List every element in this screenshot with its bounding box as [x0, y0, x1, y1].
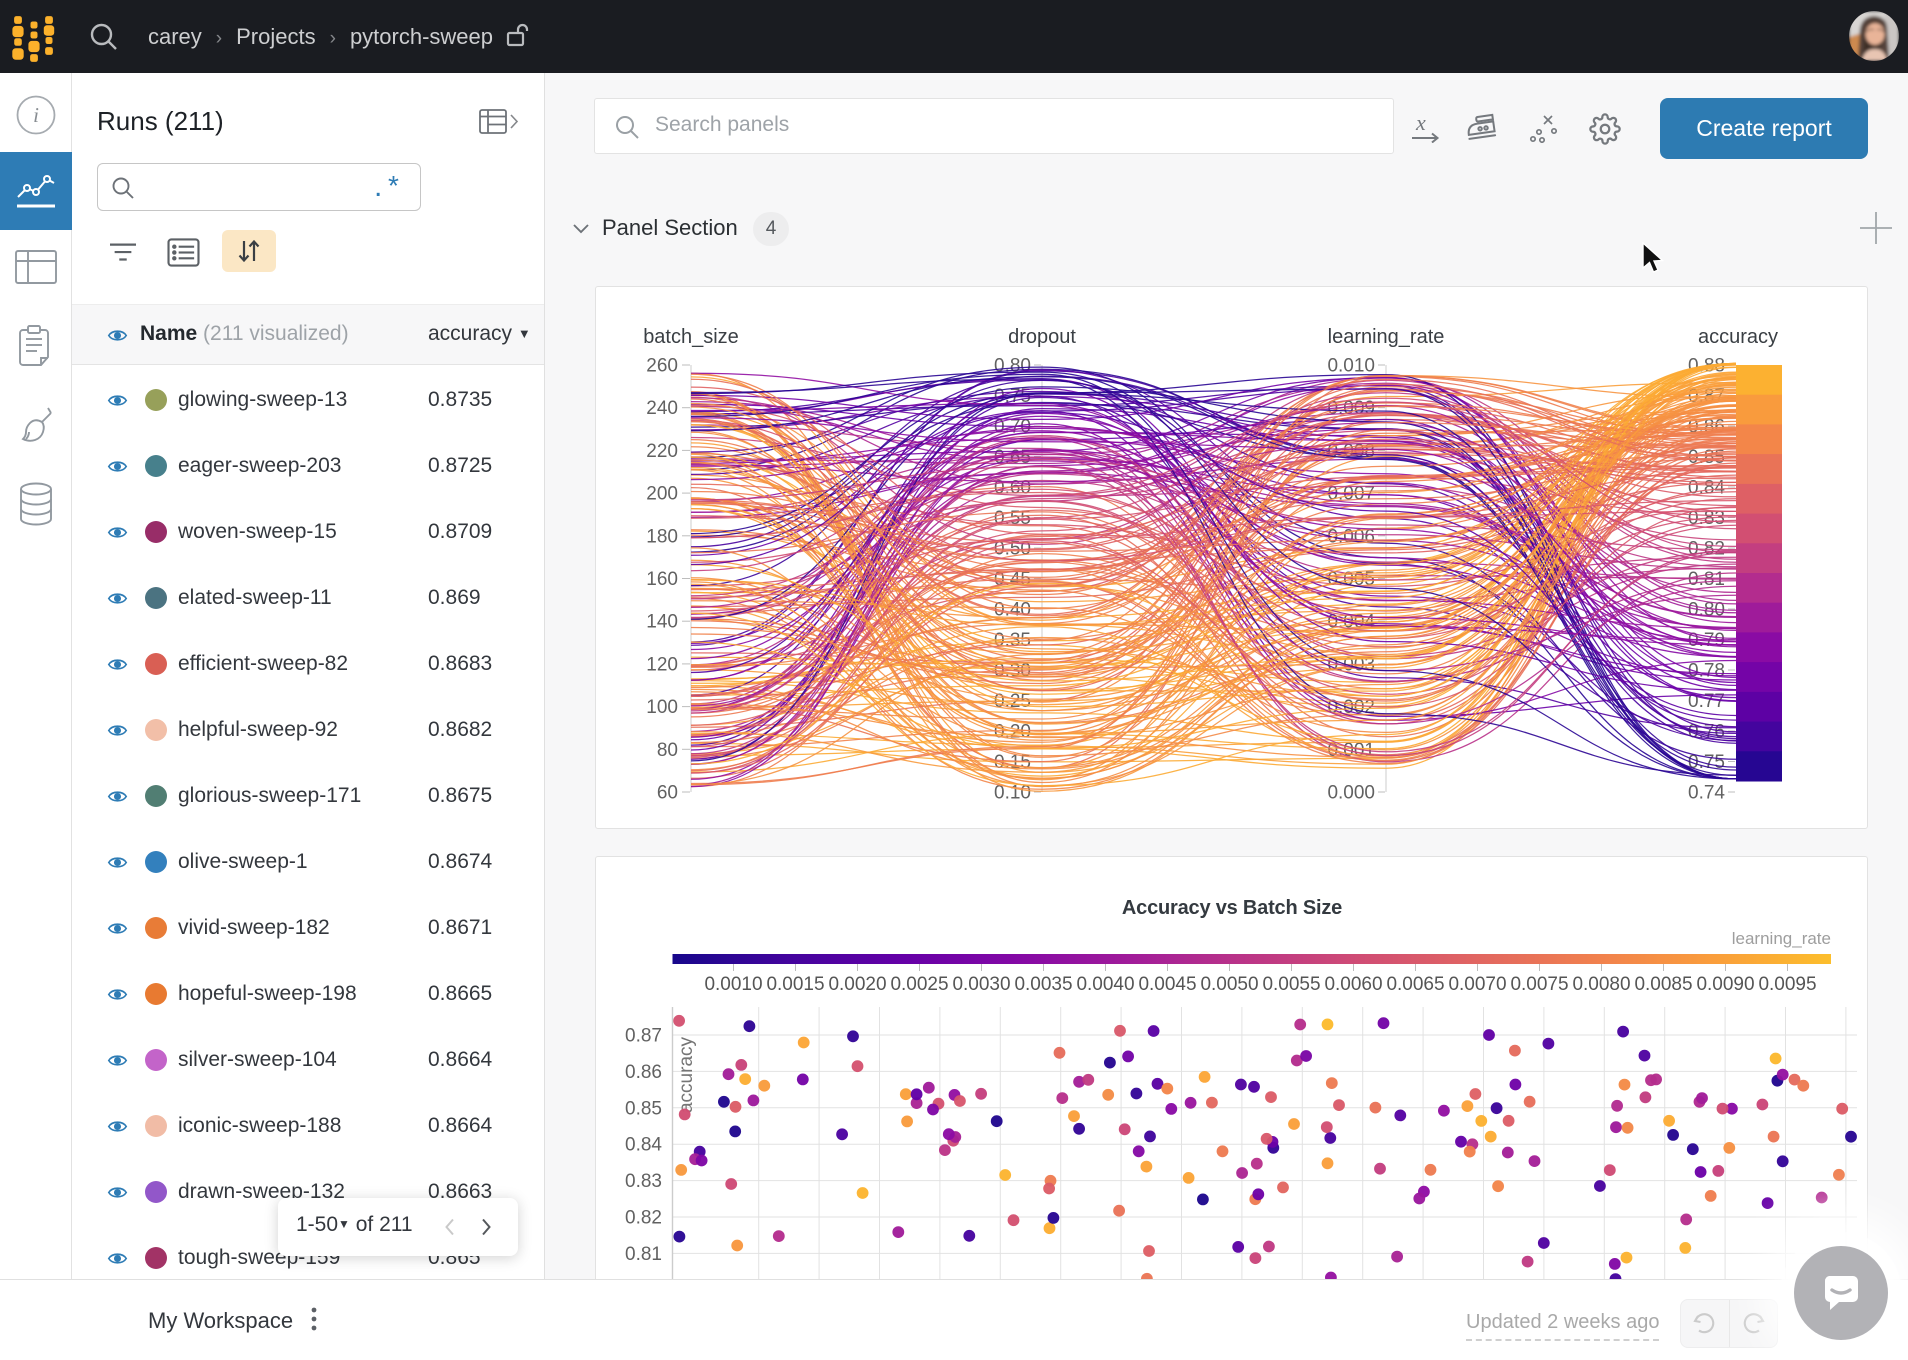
- svg-text:0.85: 0.85: [625, 1098, 662, 1119]
- svg-text:0.82: 0.82: [625, 1208, 662, 1229]
- svg-text:0.0035: 0.0035: [1014, 974, 1072, 995]
- svg-text:0.0090: 0.0090: [1696, 974, 1754, 995]
- svg-text:220: 220: [646, 441, 678, 462]
- svg-text:0.010: 0.010: [1327, 356, 1375, 377]
- svg-text:180: 180: [646, 526, 678, 547]
- svg-text:0.000: 0.000: [1327, 783, 1375, 804]
- svg-text:0.0085: 0.0085: [1634, 974, 1692, 995]
- svg-text:0.0015: 0.0015: [766, 974, 824, 995]
- svg-text:0.0045: 0.0045: [1138, 974, 1196, 995]
- svg-text:120: 120: [646, 654, 678, 675]
- svg-text:0.86: 0.86: [625, 1062, 662, 1083]
- svg-text:0.87: 0.87: [625, 1026, 662, 1047]
- svg-text:0.83: 0.83: [625, 1171, 662, 1192]
- svg-text:0.0025: 0.0025: [890, 974, 948, 995]
- svg-text:100: 100: [646, 697, 678, 718]
- svg-text:0.0060: 0.0060: [1324, 974, 1382, 995]
- svg-text:0.0055: 0.0055: [1262, 974, 1320, 995]
- svg-text:240: 240: [646, 398, 678, 419]
- svg-text:accuracy: accuracy: [1698, 326, 1778, 348]
- svg-text:i: i: [33, 103, 39, 127]
- svg-text:batch_size: batch_size: [643, 326, 739, 348]
- svg-text:0.0040: 0.0040: [1076, 974, 1134, 995]
- svg-text:0.84: 0.84: [625, 1135, 662, 1156]
- svg-text:x: x: [1415, 113, 1426, 135]
- svg-text:Accuracy vs Batch Size: Accuracy vs Batch Size: [1122, 897, 1342, 919]
- svg-text:80: 80: [657, 740, 678, 761]
- svg-text:0.0070: 0.0070: [1448, 974, 1506, 995]
- svg-text:0.0010: 0.0010: [704, 974, 762, 995]
- svg-text:accuracy: accuracy: [676, 1036, 697, 1113]
- svg-text:0.74: 0.74: [1688, 783, 1725, 804]
- svg-text:160: 160: [646, 569, 678, 590]
- svg-text:0.0065: 0.0065: [1386, 974, 1444, 995]
- svg-text:0.0030: 0.0030: [952, 974, 1010, 995]
- svg-text:260: 260: [646, 356, 678, 377]
- svg-text:0.0020: 0.0020: [828, 974, 886, 995]
- svg-text:60: 60: [657, 783, 678, 804]
- svg-text:learning_rate: learning_rate: [1732, 929, 1831, 948]
- svg-text:0.0075: 0.0075: [1510, 974, 1568, 995]
- svg-text:200: 200: [646, 484, 678, 505]
- svg-text:140: 140: [646, 612, 678, 633]
- svg-text:0.81: 0.81: [625, 1244, 662, 1265]
- svg-text:0.0080: 0.0080: [1572, 974, 1630, 995]
- svg-text:learning_rate: learning_rate: [1328, 326, 1445, 348]
- svg-text:0.0050: 0.0050: [1200, 974, 1258, 995]
- svg-text:dropout: dropout: [1008, 326, 1076, 348]
- svg-text:0.0095: 0.0095: [1758, 974, 1816, 995]
